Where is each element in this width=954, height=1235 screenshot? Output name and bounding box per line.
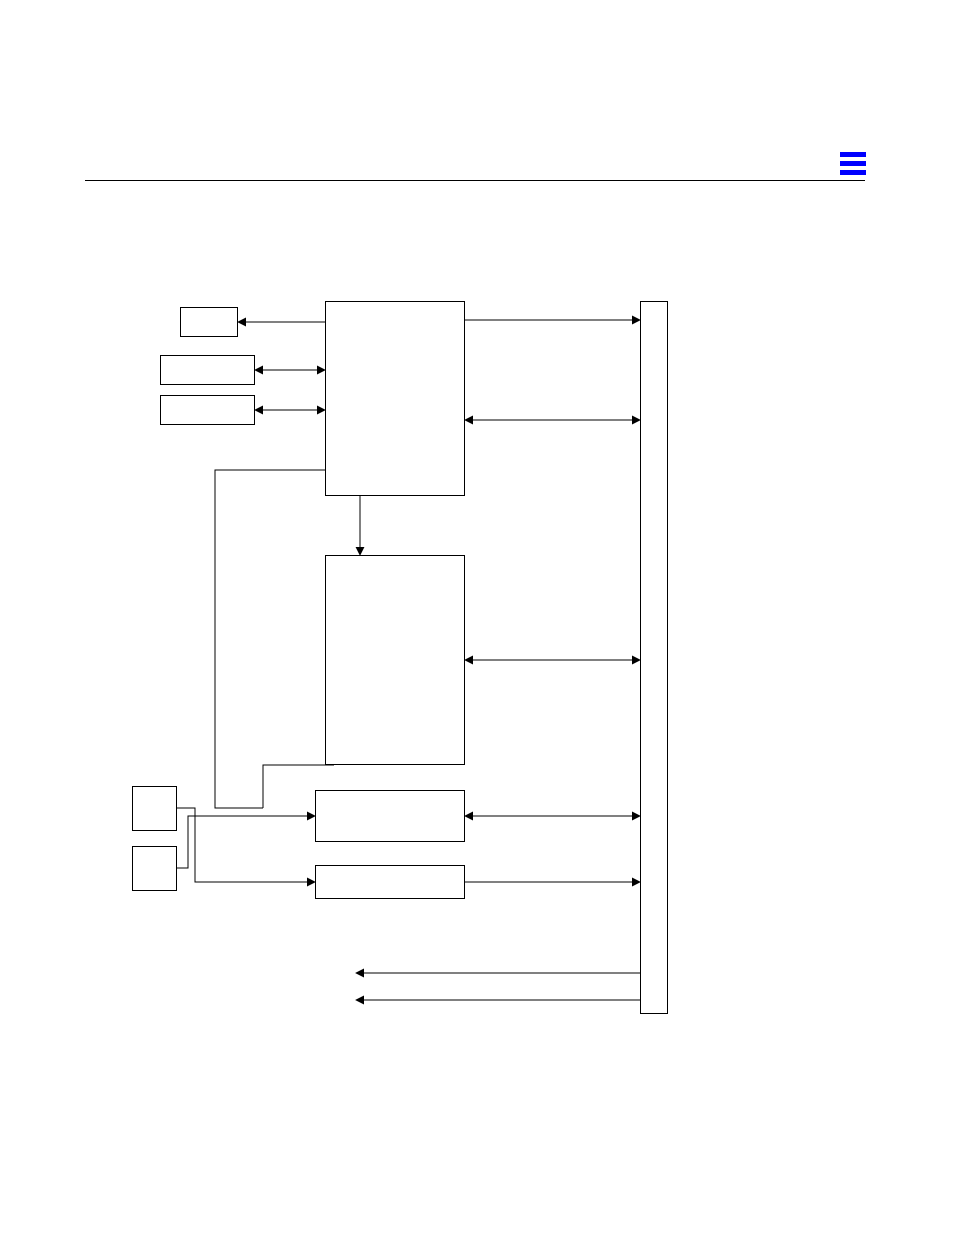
- node-n_tiny: [180, 307, 238, 337]
- node-n_cpu: [325, 301, 465, 496]
- arrow-layer: [0, 0, 954, 1235]
- node-n_mid: [325, 555, 465, 765]
- node-n_bus: [640, 301, 668, 1014]
- header-rule: [85, 180, 865, 181]
- node-n_left1: [160, 355, 255, 385]
- node-n_left2: [160, 395, 255, 425]
- hamburger-icon: [840, 152, 866, 176]
- node-n_sq1: [132, 786, 177, 831]
- node-n_wide2: [315, 865, 465, 899]
- diagram-page: { "type": "flowchart", "background_color…: [0, 0, 954, 1235]
- node-n_sq2: [132, 846, 177, 891]
- node-n_wide1: [315, 790, 465, 842]
